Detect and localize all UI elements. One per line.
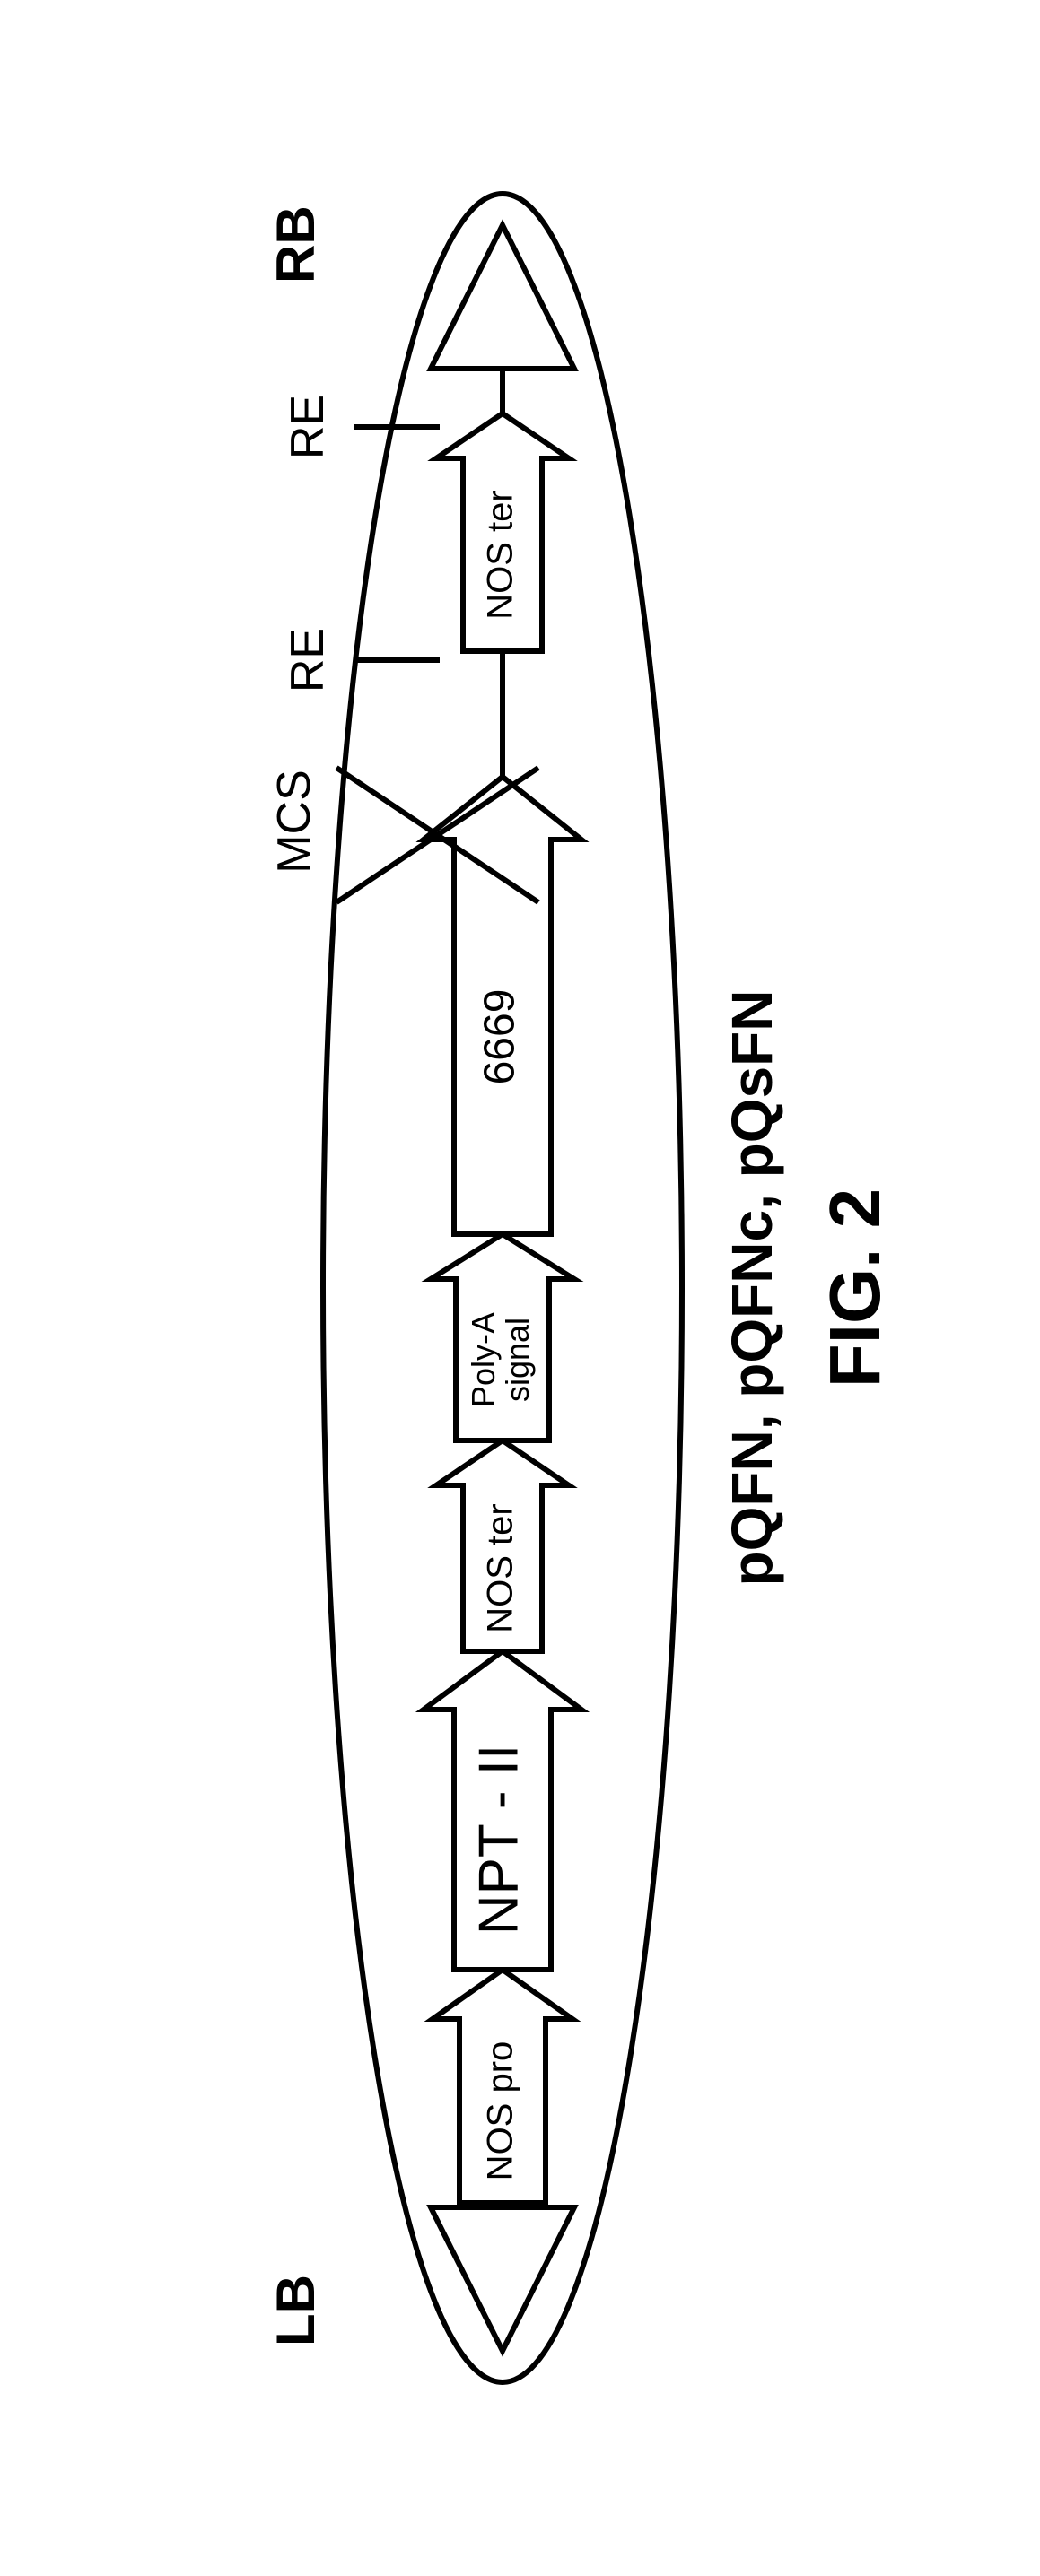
figure-number: FIG. 2 bbox=[815, 1188, 895, 1388]
mcs-label: MCS bbox=[268, 770, 320, 874]
re-label-2: RE bbox=[282, 395, 334, 459]
page-root: { "figure": { "canvas": { "w": 2600, "h"… bbox=[0, 0, 1040, 2576]
plasmid-diagram: LB RB NOS pro NPT - II NOS ter Poly-Asignal 66… bbox=[117, 122, 924, 2454]
arrow-poly-a-label: Poly-Asignal bbox=[464, 1312, 535, 1407]
arrow-nos-ter-1-label: NOS ter bbox=[480, 1503, 520, 1632]
arrow-nos-pro-label: NOS pro bbox=[480, 2041, 520, 2181]
lb-label: LB bbox=[266, 2275, 326, 2346]
figure-stage: { "figure": { "canvas": { "w": 2600, "h"… bbox=[117, 122, 924, 2454]
rb-label: RB bbox=[266, 205, 326, 283]
arrow-nos-ter-2-label: NOS ter bbox=[480, 490, 520, 619]
plasmid-caption: pQFN, pQFNc, pQsFN bbox=[720, 990, 784, 1587]
re-label-1: RE bbox=[282, 628, 334, 692]
arrow-npt-ii-label: NPT - II bbox=[468, 1745, 529, 1935]
arrow-block-6669-label: 6669 bbox=[476, 989, 523, 1085]
